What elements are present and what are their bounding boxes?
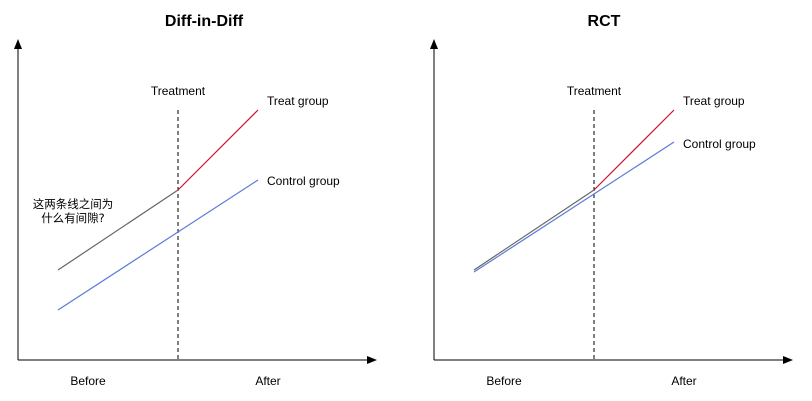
did-x-after: After [255,374,280,388]
did-panel: Diff-in-Diff Treatment Treat group Contr… [14,13,377,388]
rct-control-line [473,141,675,273]
rct-x-before: Before [486,374,522,388]
rct-x-after: After [671,374,696,388]
did-treat-pre-line [57,189,179,271]
did-question-line2: 什么有间隙? [41,211,105,225]
rct-control-label: Control group [683,137,756,151]
rct-panel: RCT Treatment Treat group Control group … [430,13,793,388]
did-control-line [57,179,259,311]
did-question-line1: 这两条线之间为 [33,197,114,211]
rct-title: RCT [588,13,621,30]
rct-treat-pre-line [473,189,595,271]
rct-treat-label: Treat group [683,94,745,108]
did-title: Diff-in-Diff [165,13,244,30]
did-x-before: Before [70,374,106,388]
did-control-label: Control group [267,174,340,188]
rct-treatment-label: Treatment [567,84,622,98]
rct-treat-post-line [593,109,675,191]
did-treat-label: Treat group [267,94,329,108]
did-treatment-label: Treatment [151,84,206,98]
did-treat-post-line [177,109,259,191]
